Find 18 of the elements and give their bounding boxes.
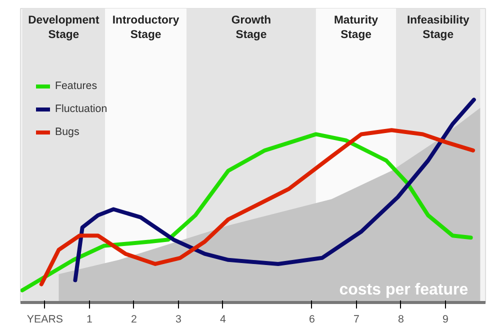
- x-tick-label: 7: [353, 314, 360, 326]
- legend-label: Features: [55, 80, 98, 92]
- x-tick-label: 4: [220, 314, 226, 326]
- x-tick-label: 9: [442, 314, 448, 326]
- x-tick-label: 2: [131, 314, 138, 326]
- legend-label: Fluctuation: [55, 103, 108, 115]
- x-tick-label: 1: [86, 314, 93, 326]
- band-label: Infeasibility Stage: [406, 14, 470, 41]
- series-label: costs per feature: [339, 281, 468, 298]
- x-tick-label: 3: [176, 314, 182, 326]
- x-tick-label: 6: [308, 314, 315, 326]
- band-label: Maturity Stage: [334, 14, 379, 41]
- band-label: Growth Stage: [231, 14, 272, 41]
- legend-label: Bugs: [55, 126, 80, 138]
- x-tick-label: YEARS: [26, 314, 64, 326]
- x-tick-label: 8: [398, 314, 404, 326]
- band-label: Development Stage: [28, 14, 100, 41]
- band-label: Introductory Stage: [112, 14, 180, 41]
